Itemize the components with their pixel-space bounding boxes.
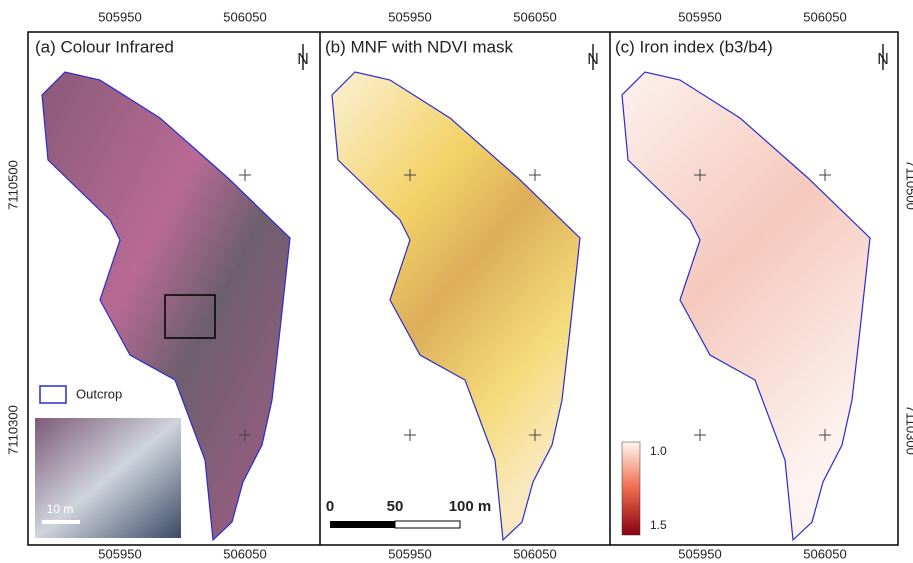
outcrop-image (622, 72, 870, 540)
outcrop-boundary (331, 71, 581, 542)
grid-cross (529, 169, 541, 181)
grid-cross (819, 169, 831, 181)
x-tick-label: 505950 (388, 9, 431, 24)
scale-label: 50 (387, 498, 404, 515)
outcrop-boundary (41, 71, 291, 542)
x-tick-label: 506050 (803, 9, 846, 24)
x-tick-label: 506050 (513, 546, 556, 561)
scale-label: 0 (326, 498, 334, 515)
y-tick-label: 7110500 (5, 160, 20, 210)
scale-bar-white (394, 520, 461, 529)
y-tick-label-right: 7110300 (904, 405, 913, 455)
grid-cross (694, 429, 706, 441)
panel-title: (b) MNF with NDVI mask (325, 37, 513, 56)
grid-cross (404, 429, 416, 441)
scale-label: 100 m (449, 498, 492, 515)
y-tick-label: 7110300 (5, 405, 20, 455)
x-tick-label: 506050 (803, 546, 846, 561)
x-tick-label: 505950 (678, 546, 721, 561)
outcrop-image (42, 72, 290, 540)
outcrop-boundary (621, 71, 871, 542)
grid-cross (694, 169, 706, 181)
grid-cross (239, 169, 251, 181)
x-tick-label: 506050 (513, 9, 556, 24)
x-tick-label: 506050 (223, 546, 266, 561)
frame (27, 31, 899, 546)
x-tick-label: 505950 (388, 546, 431, 561)
grid-cross (819, 429, 831, 441)
grid-cross (404, 169, 416, 181)
grid-cross (239, 429, 251, 441)
panel-title: (c) Iron index (b3/b4) (615, 37, 773, 56)
scale-bar-black (330, 521, 395, 528)
x-tick-label: 505950 (98, 546, 141, 561)
x-tick-label: 505950 (98, 9, 141, 24)
outcrop-image (332, 72, 580, 540)
y-tick-label-right: 7110500 (904, 160, 913, 210)
grid-cross (529, 429, 541, 441)
colorbar-label: 1.5 (650, 518, 667, 532)
panel-title: (a) Colour Infrared (35, 37, 174, 56)
colorbar-label: 1.0 (650, 444, 667, 458)
inset-scale-label: 10 m (47, 502, 74, 516)
inset-image (35, 418, 181, 538)
x-tick-label: 506050 (223, 9, 266, 24)
inset-outline (164, 294, 216, 339)
x-tick-label: 505950 (678, 9, 721, 24)
legend-swatch (39, 385, 67, 404)
legend-label: Outcrop (76, 386, 122, 401)
colorbar (621, 441, 641, 536)
